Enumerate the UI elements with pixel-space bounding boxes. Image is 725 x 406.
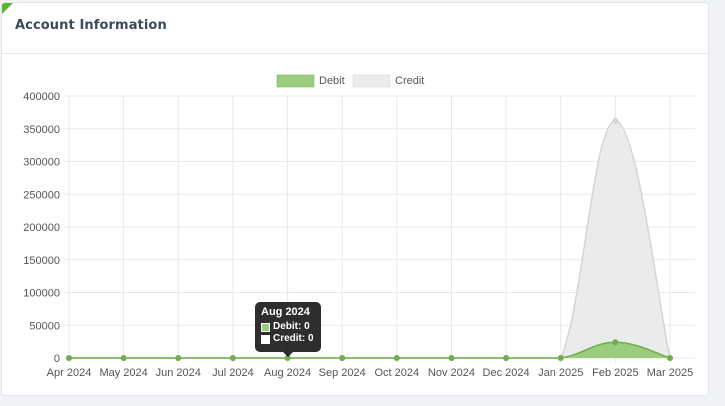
card-title: Account Information [15,18,167,33]
chart-legend: Debit Credit [276,74,424,88]
y-axis-ticks: 0 50000 100000 150000 200000 250000 300000 3500… [23,91,60,365]
tooltip-arrow [283,352,293,357]
tooltip-credit-swatch [261,334,270,344]
y-tick-label-7: 350000 [23,124,60,136]
chart-tooltip: Aug 2024 Debit: 0 Credit: 0 [255,302,321,357]
tooltip-debit-swatch [261,322,270,332]
y-tick-label-5: 250000 [23,189,60,201]
x-tick-label-10: Feb 2025 [592,367,638,379]
legend-credit-swatch [352,74,391,88]
x-tick-label-4: Aug 2024 [264,367,311,379]
y-tick-label-4: 200000 [23,222,60,234]
y-tick-label-6: 300000 [23,157,60,169]
x-tick-label-6: Oct 2024 [374,367,419,379]
credit-point-10 [612,117,619,124]
x-tick-label-9: Jan 2025 [538,367,583,379]
chart-grid [64,95,695,363]
debit-point-5 [339,355,346,361]
legend-debit-swatch [276,74,315,88]
y-tick-label-1: 50000 [29,320,60,332]
debit-line [69,341,671,359]
debit-point-11 [667,355,673,361]
debit-point-6 [393,355,400,361]
credit-area [69,120,670,358]
y-tick-label-3: 150000 [23,255,60,267]
x-tick-label-11: Mar 2025 [647,367,693,379]
tooltip-debit-label: Debit: 0 [273,321,310,332]
debit-point-7 [448,355,455,361]
x-tick-label-8: Dec 2024 [483,367,530,379]
debit-area [69,342,670,358]
x-tick-label-7: Nov 2024 [428,367,475,379]
debit-point-8 [503,355,510,361]
x-tick-label-1: May 2024 [99,367,147,379]
legend-debit-label: Debit [319,75,345,87]
debit-point-1 [120,355,127,361]
tooltip-debit-row: Debit: 0 [261,321,315,333]
x-tick-label-0: Apr 2024 [47,367,92,379]
debit-point-2 [175,355,182,361]
debit-point-10 [612,339,619,346]
legend-credit-label: Credit [395,75,424,87]
card-header: Account Information [2,3,708,54]
debit-point-0 [66,355,72,361]
x-tick-label-5: Sep 2024 [319,367,366,379]
x-tick-label-3: Jul 2024 [212,367,254,379]
x-axis-ticks: Apr 2024 May 2024 Jun 2024 Jul 2024 Aug 2024… [47,367,694,379]
x-tick-label-2: Jun 2024 [156,367,201,379]
y-tick-label-2: 100000 [23,288,60,300]
y-tick-label-0: 0 [54,353,60,365]
y-tick-label-8: 400000 [23,91,60,103]
credit-series [66,117,673,361]
corner-accent [2,3,13,14]
debit-point-3 [229,355,236,361]
tooltip-title: Aug 2024 [261,306,310,318]
tooltip-credit-row: Credit: 0 [261,333,315,345]
tooltip-credit-label: Credit: 0 [273,333,314,344]
debit-point-9 [557,355,564,361]
